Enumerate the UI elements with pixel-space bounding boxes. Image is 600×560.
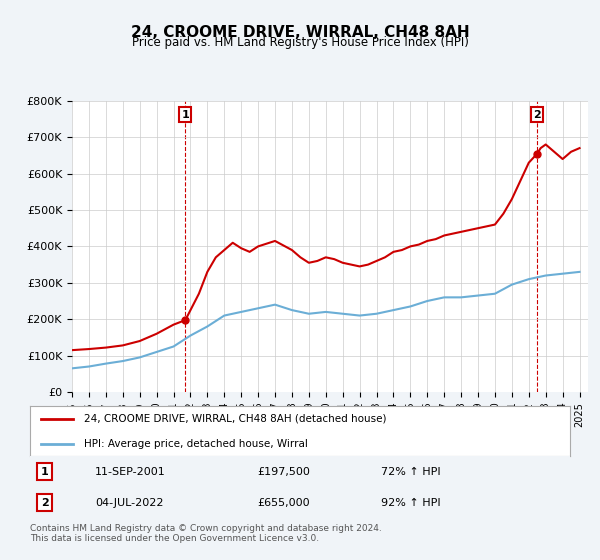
Text: 1: 1 [181, 110, 189, 119]
Text: 11-SEP-2001: 11-SEP-2001 [95, 467, 166, 477]
Text: 1: 1 [41, 467, 49, 477]
Text: 2: 2 [41, 498, 49, 507]
Text: 92% ↑ HPI: 92% ↑ HPI [381, 498, 440, 507]
Text: 2: 2 [533, 110, 541, 119]
Text: HPI: Average price, detached house, Wirral: HPI: Average price, detached house, Wirr… [84, 439, 308, 449]
Text: 24, CROOME DRIVE, WIRRAL, CH48 8AH: 24, CROOME DRIVE, WIRRAL, CH48 8AH [131, 25, 469, 40]
Text: 04-JUL-2022: 04-JUL-2022 [95, 498, 163, 507]
Text: Contains HM Land Registry data © Crown copyright and database right 2024.
This d: Contains HM Land Registry data © Crown c… [30, 524, 382, 543]
Text: £197,500: £197,500 [257, 467, 310, 477]
Text: 72% ↑ HPI: 72% ↑ HPI [381, 467, 440, 477]
Text: Price paid vs. HM Land Registry's House Price Index (HPI): Price paid vs. HM Land Registry's House … [131, 36, 469, 49]
Text: 24, CROOME DRIVE, WIRRAL, CH48 8AH (detached house): 24, CROOME DRIVE, WIRRAL, CH48 8AH (deta… [84, 414, 386, 423]
Text: £655,000: £655,000 [257, 498, 310, 507]
